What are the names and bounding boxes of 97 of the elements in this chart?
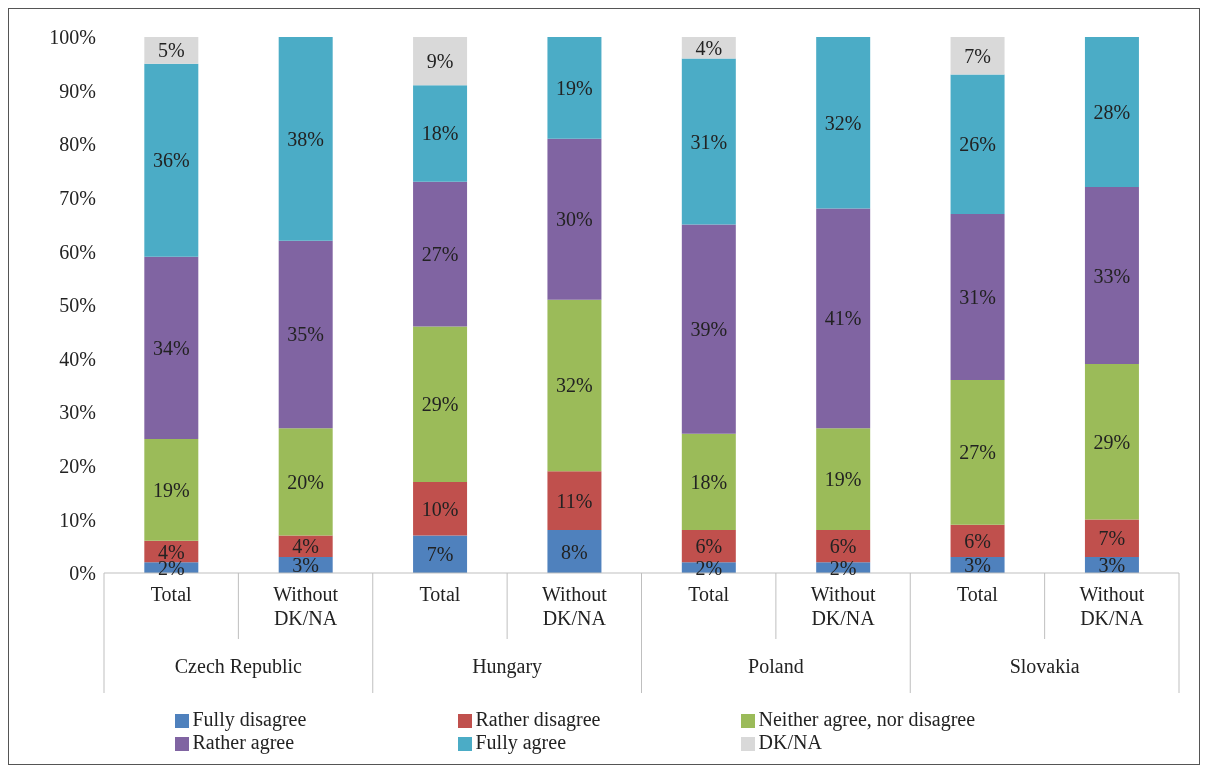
data-label: 9% bbox=[426, 50, 454, 73]
bar bbox=[816, 428, 871, 531]
x-tick-label: Total bbox=[419, 583, 461, 605]
data-label: 28% bbox=[1093, 101, 1131, 124]
y-tick-label: 80% bbox=[59, 133, 96, 156]
data-label: 3% bbox=[964, 553, 991, 576]
data-label: 19% bbox=[824, 468, 862, 491]
data-label: 6% bbox=[695, 535, 723, 558]
bar bbox=[1084, 187, 1139, 364]
bar bbox=[413, 481, 468, 536]
bar bbox=[144, 256, 199, 439]
bar bbox=[547, 37, 602, 139]
y-tick-label: 50% bbox=[59, 294, 96, 317]
y-tick-label: 60% bbox=[59, 240, 96, 263]
bar bbox=[278, 37, 333, 241]
x-tick-label: Without DK/NA bbox=[810, 583, 876, 629]
legend-label: Neither agree, nor disagree bbox=[758, 708, 977, 731]
data-label: 29% bbox=[421, 393, 459, 416]
bar bbox=[816, 208, 871, 429]
data-label: 11% bbox=[556, 489, 593, 512]
bar bbox=[950, 74, 1005, 214]
x-tick-label: Without DK/NA bbox=[541, 583, 608, 629]
bar bbox=[681, 433, 736, 531]
data-label: 29% bbox=[1093, 430, 1131, 453]
text: Slovakia bbox=[1009, 655, 1080, 677]
data-label: 19% bbox=[152, 478, 190, 501]
data-label: 30% bbox=[556, 208, 593, 231]
bar bbox=[413, 37, 468, 86]
y-tick-label: 10% bbox=[59, 508, 96, 531]
bar bbox=[681, 224, 736, 434]
legend-label: Rather disagree bbox=[475, 708, 602, 731]
bar bbox=[1084, 519, 1139, 557]
bar bbox=[547, 138, 602, 300]
data-label: 19% bbox=[556, 76, 593, 99]
y-tick-label: 90% bbox=[59, 79, 96, 102]
legend-label: Fully disagree bbox=[192, 708, 308, 731]
bar bbox=[413, 85, 468, 182]
data-label: 27% bbox=[421, 243, 459, 266]
legend-label: Fully agree bbox=[475, 731, 568, 754]
x-tick-label: Without DK/NA bbox=[1079, 583, 1145, 629]
legend-label: DK/NA bbox=[758, 731, 823, 754]
data-label: 18% bbox=[421, 122, 459, 145]
y-tick-label: 0% bbox=[69, 562, 96, 585]
y-tick-label: 20% bbox=[59, 454, 96, 477]
bar bbox=[950, 37, 1005, 75]
data-label: 7% bbox=[426, 543, 454, 566]
bar bbox=[413, 181, 468, 327]
bar bbox=[547, 471, 602, 531]
data-label: 32% bbox=[556, 374, 593, 397]
data-label: 18% bbox=[690, 470, 728, 493]
bar bbox=[413, 326, 468, 482]
data-label: 6% bbox=[829, 535, 857, 558]
bar bbox=[950, 213, 1005, 381]
data-label: 35% bbox=[287, 323, 325, 346]
text: Poland bbox=[748, 655, 804, 677]
data-label: 33% bbox=[1093, 264, 1131, 287]
y-tick-label: 30% bbox=[59, 401, 96, 424]
data-label: 39% bbox=[690, 318, 728, 341]
y-tick-label: 70% bbox=[59, 186, 96, 209]
bar bbox=[144, 63, 199, 257]
data-label: 6% bbox=[964, 529, 991, 552]
x-tick-label: Total bbox=[688, 583, 730, 605]
data-label: 34% bbox=[152, 336, 190, 359]
bar bbox=[144, 439, 199, 541]
data-label: 26% bbox=[959, 133, 996, 156]
data-label: 31% bbox=[690, 130, 728, 153]
bar bbox=[1084, 37, 1139, 188]
data-label: 20% bbox=[287, 470, 325, 493]
data-label: 10% bbox=[421, 497, 459, 520]
x-tick-label: Total bbox=[150, 583, 193, 605]
data-label: 38% bbox=[287, 127, 325, 150]
data-label: 41% bbox=[824, 307, 862, 330]
y-tick-label: 100% bbox=[49, 26, 96, 49]
x-tick-label: Without DK/NA bbox=[273, 583, 339, 629]
bar bbox=[816, 37, 871, 209]
x-tick-label: Total bbox=[957, 583, 999, 605]
data-label: 5% bbox=[157, 39, 185, 62]
bar bbox=[413, 535, 468, 573]
text: Hungary bbox=[472, 655, 543, 678]
text: Czech Republic bbox=[174, 655, 303, 678]
bar bbox=[681, 58, 736, 225]
data-label: 36% bbox=[152, 149, 190, 172]
bar bbox=[1084, 363, 1139, 520]
bar bbox=[278, 428, 333, 536]
data-label: 32% bbox=[824, 111, 862, 134]
data-label: 7% bbox=[1098, 527, 1126, 550]
y-tick-label: 40% bbox=[59, 347, 96, 370]
legend-label: Rather agree bbox=[192, 731, 296, 754]
data-label: 27% bbox=[959, 441, 996, 464]
data-label: 3% bbox=[1098, 553, 1126, 576]
bar bbox=[950, 380, 1005, 525]
bar bbox=[547, 299, 602, 472]
data-label: 8% bbox=[561, 540, 588, 563]
data-label: 7% bbox=[964, 44, 991, 67]
bar bbox=[278, 240, 333, 429]
data-label: 4% bbox=[695, 36, 723, 59]
data-label: 31% bbox=[959, 285, 996, 308]
